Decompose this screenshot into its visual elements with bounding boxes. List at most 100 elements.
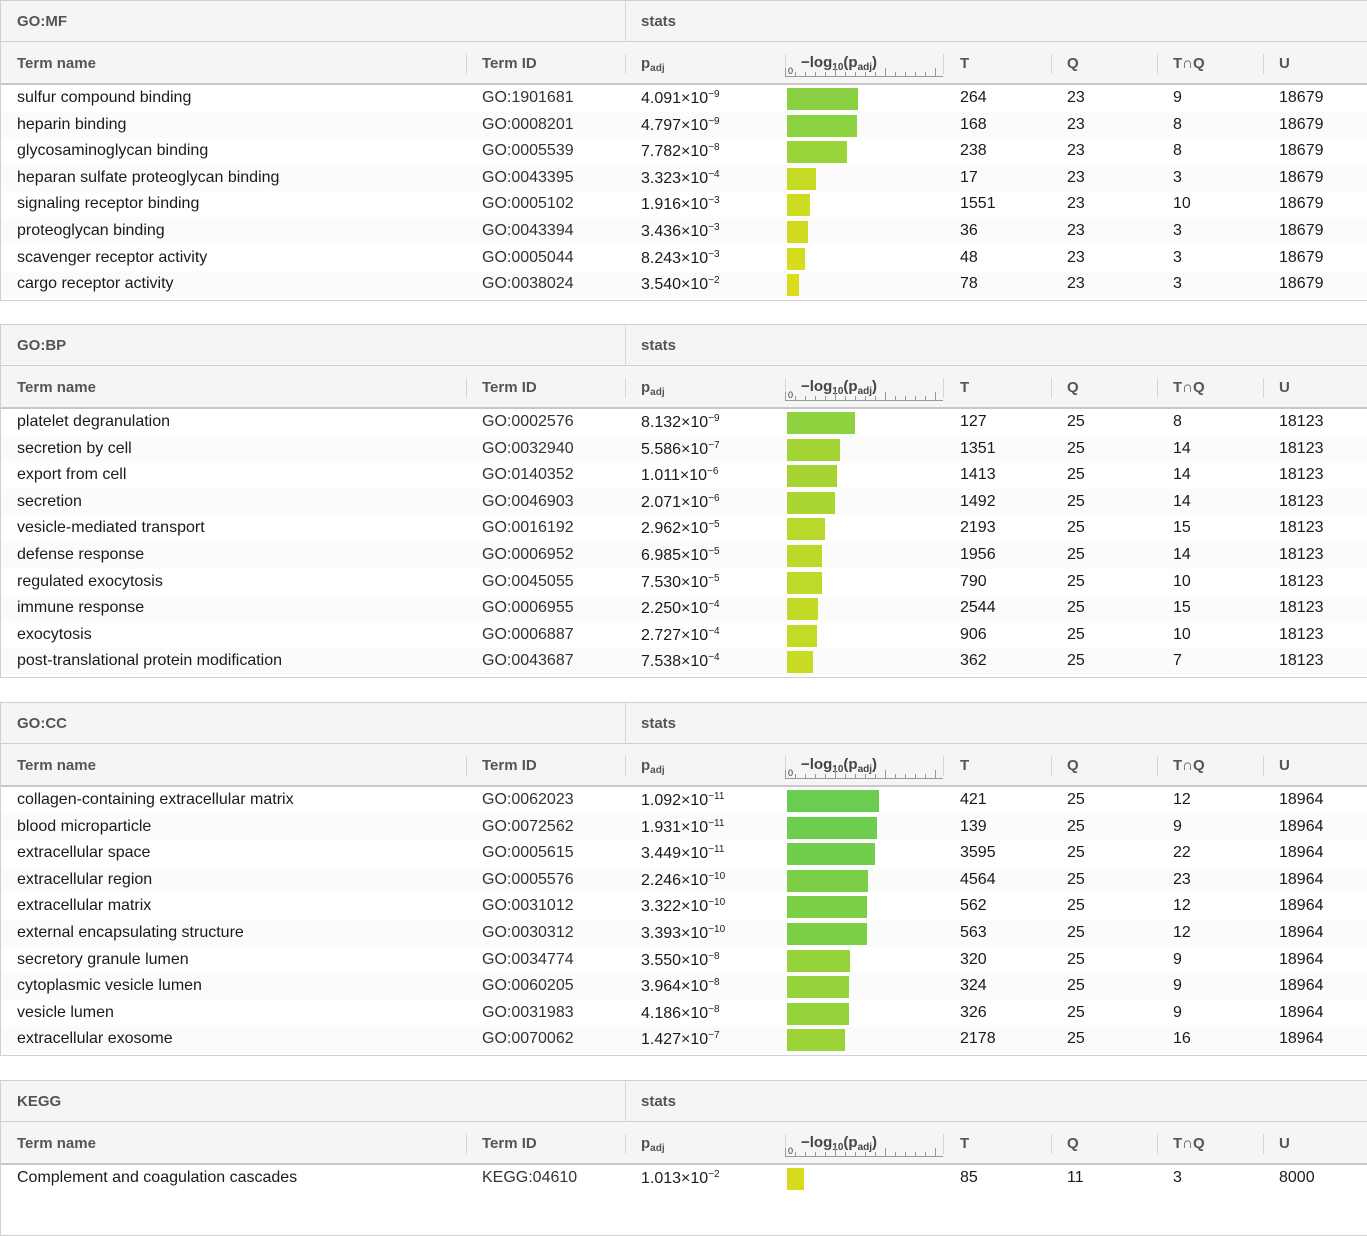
- term-id[interactable]: GO:0062023: [482, 791, 574, 808]
- col-Q[interactable]: Q: [1067, 1135, 1079, 1152]
- term-id[interactable]: GO:0072562: [482, 817, 574, 835]
- col-TQ[interactable]: T∩Q: [1173, 55, 1205, 72]
- term-name[interactable]: external encapsulating structure: [17, 923, 244, 941]
- term-id[interactable]: GO:0038024: [482, 275, 574, 293]
- table-row[interactable]: defense response GO:0006952 6.985×10−5 1956…: [1, 541, 1367, 569]
- term-id[interactable]: GO:0005615: [482, 844, 574, 862]
- term-id[interactable]: GO:0008201: [482, 115, 574, 133]
- table-row[interactable]: secretory granule lumen GO:0034774 3.550×1…: [1, 947, 1367, 974]
- col-term-name[interactable]: Term name: [17, 55, 96, 72]
- table-row[interactable]: Complement and coagulation cascades KEGG:…: [1, 1165, 1367, 1192]
- term-id[interactable]: GO:0032940: [482, 439, 574, 457]
- term-id[interactable]: GO:0006955: [482, 599, 574, 617]
- col-term-id[interactable]: Term ID: [482, 757, 537, 774]
- term-id[interactable]: GO:0060205: [482, 977, 574, 995]
- table-row[interactable]: sulfur compound binding GO:1901681 4.091×1…: [1, 85, 1367, 112]
- table-row[interactable]: extracellular exosome GO:0070062 1.427×10−…: [1, 1026, 1367, 1053]
- term-name[interactable]: immune response: [17, 599, 145, 617]
- table-row[interactable]: heparan sulfate proteoglycan binding GO:0…: [1, 164, 1367, 192]
- col-U[interactable]: U: [1279, 757, 1290, 774]
- term-id[interactable]: GO:1901681: [482, 89, 574, 106]
- col-padj[interactable]: padj: [641, 379, 665, 398]
- term-id[interactable]: GO:0006887: [482, 625, 574, 643]
- table-row[interactable]: platelet degranulation GO:0002576 8.132×10…: [1, 409, 1367, 436]
- term-name[interactable]: post-translational protein modification: [17, 652, 283, 670]
- term-id[interactable]: GO:0030312: [482, 923, 574, 941]
- table-row[interactable]: exocytosis GO:0006887 2.727×10−4 906 25 10 181…: [1, 622, 1367, 649]
- term-name[interactable]: collagen-containing extracellular matrix: [17, 791, 294, 808]
- col-Q[interactable]: Q: [1067, 55, 1079, 72]
- table-row[interactable]: secretion GO:0046903 2.071×10−6 1492 25 14 181…: [1, 488, 1367, 516]
- table-row[interactable]: immune response GO:0006955 2.250×10−4 2544 2…: [1, 595, 1367, 622]
- term-name[interactable]: scavenger receptor activity: [17, 248, 208, 266]
- term-id[interactable]: GO:0046903: [482, 492, 574, 510]
- neglog-axis[interactable]: 0 −log10(padj): [785, 374, 943, 404]
- term-id[interactable]: GO:0005102: [482, 195, 574, 213]
- col-padj[interactable]: padj: [641, 1135, 665, 1154]
- table-row[interactable]: cytoplasmic vesicle lumen GO:0060205 3.964…: [1, 973, 1367, 1000]
- col-TQ[interactable]: T∩Q: [1173, 379, 1205, 396]
- col-U[interactable]: U: [1279, 1135, 1290, 1152]
- term-name[interactable]: blood microparticle: [17, 817, 152, 835]
- col-term-id[interactable]: Term ID: [482, 379, 537, 396]
- neglog-axis[interactable]: 0 −log10(padj): [785, 752, 943, 782]
- table-row[interactable]: glycosaminoglycan binding GO:0005539 7.782…: [1, 138, 1367, 165]
- col-term-id[interactable]: Term ID: [482, 1135, 537, 1152]
- term-id[interactable]: GO:0002576: [482, 413, 574, 430]
- term-id[interactable]: GO:0005576: [482, 870, 574, 888]
- table-row[interactable]: secretion by cell GO:0032940 5.586×10−7 135…: [1, 435, 1367, 463]
- col-T[interactable]: T: [960, 757, 970, 774]
- col-U[interactable]: U: [1279, 55, 1290, 72]
- col-term-name[interactable]: Term name: [17, 1135, 96, 1152]
- col-Q[interactable]: Q: [1067, 757, 1079, 774]
- term-name[interactable]: extracellular matrix: [17, 897, 152, 915]
- term-id[interactable]: GO:0043395: [482, 168, 574, 186]
- table-row[interactable]: vesicle-mediated transport GO:0016192 2.96…: [1, 515, 1367, 542]
- term-name[interactable]: cytoplasmic vesicle lumen: [17, 977, 202, 995]
- term-name[interactable]: sulfur compound binding: [17, 89, 192, 106]
- term-name[interactable]: defense response: [17, 545, 145, 563]
- term-id[interactable]: GO:0045055: [482, 572, 574, 590]
- term-name[interactable]: platelet degranulation: [17, 413, 171, 430]
- table-row[interactable]: cargo receptor activity GO:0038024 3.540×1…: [1, 271, 1367, 298]
- term-id[interactable]: GO:0034774: [482, 950, 574, 968]
- term-name[interactable]: heparan sulfate proteoglycan binding: [17, 168, 280, 186]
- table-row[interactable]: heparin binding GO:0008201 4.797×10−9 168 23…: [1, 111, 1367, 139]
- table-row[interactable]: scavenger receptor activity GO:0005044 8.2…: [1, 245, 1367, 272]
- term-name[interactable]: secretion by cell: [17, 439, 132, 457]
- table-row[interactable]: external encapsulating structure GO:00303…: [1, 919, 1367, 947]
- col-Q[interactable]: Q: [1067, 379, 1079, 396]
- col-term-name[interactable]: Term name: [17, 379, 96, 396]
- term-id[interactable]: GO:0031983: [482, 1003, 574, 1021]
- term-name[interactable]: heparin binding: [17, 115, 127, 133]
- term-id[interactable]: GO:0016192: [482, 519, 574, 537]
- term-name[interactable]: glycosaminoglycan binding: [17, 142, 209, 160]
- term-name[interactable]: exocytosis: [17, 625, 92, 643]
- col-padj[interactable]: padj: [641, 757, 665, 776]
- term-id[interactable]: GO:0031012: [482, 897, 574, 915]
- term-id[interactable]: GO:0005044: [482, 248, 574, 266]
- term-name[interactable]: extracellular exosome: [17, 1030, 173, 1048]
- term-name[interactable]: extracellular space: [17, 844, 151, 862]
- col-term-name[interactable]: Term name: [17, 757, 96, 774]
- term-name[interactable]: vesicle-mediated transport: [17, 519, 205, 537]
- table-row[interactable]: extracellular region GO:0005576 2.246×10−1…: [1, 866, 1367, 894]
- table-row[interactable]: regulated exocytosis GO:0045055 7.530×10−5…: [1, 569, 1367, 596]
- term-id[interactable]: GO:0005539: [482, 142, 574, 160]
- table-row[interactable]: extracellular space GO:0005615 3.449×10−11…: [1, 840, 1367, 867]
- term-name[interactable]: export from cell: [17, 466, 127, 484]
- col-TQ[interactable]: T∩Q: [1173, 1135, 1205, 1152]
- term-name[interactable]: regulated exocytosis: [17, 572, 163, 590]
- table-row[interactable]: blood microparticle GO:0072562 1.931×10−11…: [1, 813, 1367, 841]
- term-name[interactable]: proteoglycan binding: [17, 221, 165, 239]
- term-name[interactable]: extracellular region: [17, 870, 153, 888]
- term-name[interactable]: signaling receptor binding: [17, 195, 200, 213]
- term-name[interactable]: Complement and coagulation cascades: [17, 1169, 298, 1186]
- table-row[interactable]: proteoglycan binding GO:0043394 3.436×10−3…: [1, 217, 1367, 245]
- term-id[interactable]: KEGG:04610: [482, 1169, 578, 1186]
- term-id[interactable]: GO:0140352: [482, 466, 574, 484]
- table-row[interactable]: export from cell GO:0140352 1.011×10−6 1413…: [1, 462, 1367, 489]
- term-id[interactable]: GO:0070062: [482, 1030, 574, 1048]
- col-padj[interactable]: padj: [641, 55, 665, 74]
- table-row[interactable]: vesicle lumen GO:0031983 4.186×10−8 326 25 9 1…: [1, 1000, 1367, 1027]
